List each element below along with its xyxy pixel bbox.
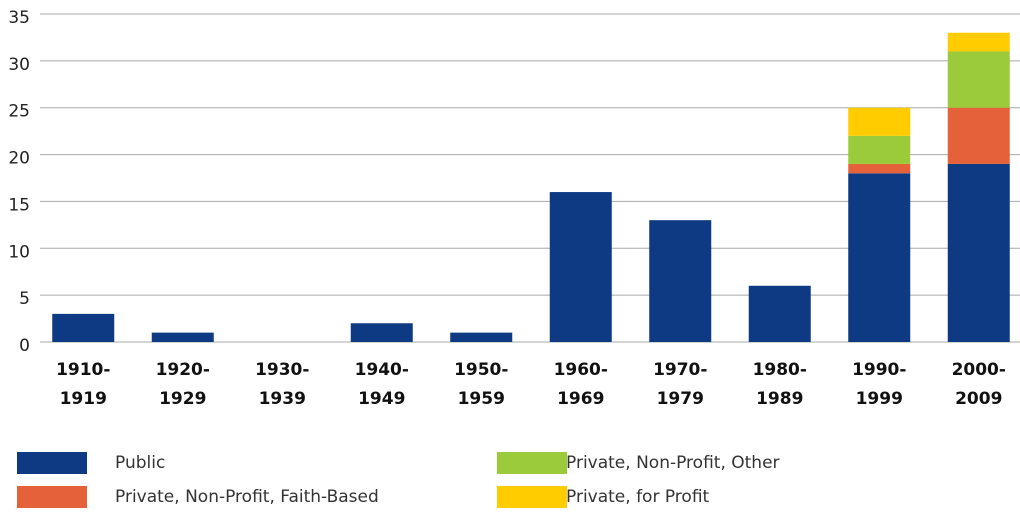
- y-tick-label: 25: [8, 102, 30, 122]
- bar-segment: [52, 313, 115, 342]
- bar-segment: [848, 107, 911, 136]
- legend-swatch: [17, 452, 87, 474]
- x-tick-label: 1940- 1949: [354, 360, 409, 409]
- x-tick-label: 2000- 2009: [951, 360, 1006, 409]
- legend-swatch: [17, 486, 87, 508]
- bar-segment: [947, 51, 1010, 108]
- bar-segment: [549, 192, 612, 342]
- x-tick-label: 1970- 1979: [653, 360, 708, 409]
- x-tick-label: 1950- 1959: [454, 360, 509, 409]
- x-tick-label: 1980- 1989: [752, 360, 807, 409]
- y-tick-label: 5: [19, 289, 30, 309]
- bar-segment: [151, 332, 214, 342]
- legend-swatch: [497, 452, 567, 474]
- y-tick-label: 0: [19, 336, 30, 356]
- bar-segment: [848, 135, 911, 164]
- legend-swatch: [497, 486, 567, 508]
- x-tick-label: 1920- 1929: [155, 360, 210, 409]
- x-tick-label: 1910- 1919: [56, 360, 111, 409]
- x-tick-label: 1960- 1969: [553, 360, 608, 409]
- y-tick-label: 35: [8, 8, 30, 28]
- legend-label: Private, Non-Profit, Other: [566, 453, 780, 473]
- bar-segment: [450, 332, 513, 342]
- bar-segment: [748, 285, 811, 342]
- y-tick-label: 30: [8, 55, 30, 75]
- bar-segment: [947, 107, 1010, 164]
- bar-segment: [649, 220, 712, 342]
- x-tick-label: 1990- 1999: [852, 360, 907, 409]
- legend-label: Public: [115, 453, 166, 473]
- bar-segment: [947, 163, 1010, 342]
- legend-label: Private, for Profit: [566, 487, 710, 507]
- bar-segment: [848, 173, 911, 342]
- y-tick-label: 10: [8, 242, 30, 262]
- y-tick-label: 15: [8, 195, 30, 215]
- y-tick-label: 20: [8, 149, 30, 169]
- bar-segment: [350, 323, 413, 342]
- bar-segment: [848, 163, 911, 174]
- legend-label: Private, Non-Profit, Faith-Based: [115, 487, 379, 507]
- bar-segment: [947, 32, 1010, 52]
- x-tick-label: 1930- 1939: [255, 360, 310, 409]
